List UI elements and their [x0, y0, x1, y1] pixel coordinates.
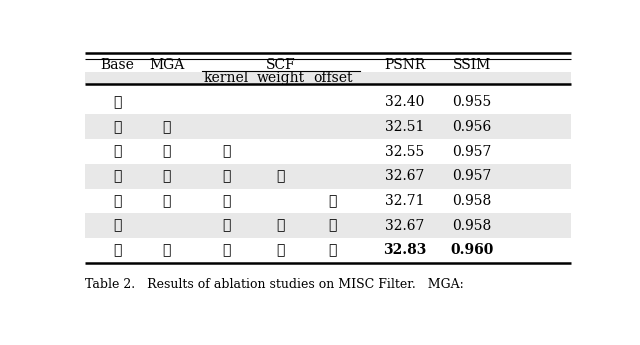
- Bar: [85, 238, 571, 263]
- Text: ✓: ✓: [113, 243, 122, 257]
- Text: 32.55: 32.55: [385, 145, 424, 158]
- Text: ✓: ✓: [163, 194, 171, 208]
- Text: 32.40: 32.40: [385, 95, 424, 109]
- Text: MGA: MGA: [149, 58, 184, 72]
- Bar: [85, 213, 571, 238]
- Text: ✓: ✓: [113, 194, 122, 208]
- Text: 0.958: 0.958: [452, 194, 492, 208]
- Text: 0.957: 0.957: [452, 169, 492, 183]
- Bar: [85, 72, 571, 84]
- Text: ✓: ✓: [222, 145, 230, 158]
- Bar: [85, 164, 571, 189]
- Text: ✓: ✓: [222, 194, 230, 208]
- Text: PSNR: PSNR: [384, 58, 426, 72]
- Text: Table 2.   Results of ablation studies on MISC Filter.   MGA:: Table 2. Results of ablation studies on …: [85, 278, 464, 291]
- Text: ✓: ✓: [276, 219, 285, 233]
- Bar: [85, 90, 571, 115]
- Text: 0.955: 0.955: [452, 95, 492, 109]
- Bar: [85, 139, 571, 164]
- Text: 32.83: 32.83: [383, 243, 427, 257]
- Text: ✓: ✓: [163, 145, 171, 158]
- Text: Base: Base: [100, 58, 134, 72]
- Text: ✓: ✓: [329, 219, 337, 233]
- Text: ✓: ✓: [113, 145, 122, 158]
- Bar: [85, 115, 571, 139]
- Text: ✓: ✓: [113, 95, 122, 109]
- Text: ✓: ✓: [163, 243, 171, 257]
- Text: SSIM: SSIM: [452, 58, 491, 72]
- Text: ✓: ✓: [222, 219, 230, 233]
- Text: ✓: ✓: [329, 194, 337, 208]
- Bar: [85, 189, 571, 213]
- Text: ✓: ✓: [276, 169, 285, 183]
- Text: 32.51: 32.51: [385, 120, 424, 134]
- Text: 32.71: 32.71: [385, 194, 424, 208]
- Text: weight: weight: [257, 71, 305, 85]
- Text: ✓: ✓: [222, 169, 230, 183]
- Text: SCF: SCF: [266, 58, 296, 72]
- Text: 32.67: 32.67: [385, 219, 424, 233]
- Text: ✓: ✓: [113, 169, 122, 183]
- Text: ✓: ✓: [329, 243, 337, 257]
- Text: ✓: ✓: [222, 243, 230, 257]
- Text: ✓: ✓: [163, 169, 171, 183]
- Text: 32.67: 32.67: [385, 169, 424, 183]
- Text: ✓: ✓: [276, 243, 285, 257]
- Text: 0.957: 0.957: [452, 145, 492, 158]
- Text: ✓: ✓: [113, 219, 122, 233]
- Text: kernel: kernel: [204, 71, 249, 85]
- Text: ✓: ✓: [163, 120, 171, 134]
- Text: 0.958: 0.958: [452, 219, 492, 233]
- Text: offset: offset: [313, 71, 353, 85]
- Text: 0.960: 0.960: [450, 243, 493, 257]
- Text: 0.956: 0.956: [452, 120, 492, 134]
- Text: ✓: ✓: [113, 120, 122, 134]
